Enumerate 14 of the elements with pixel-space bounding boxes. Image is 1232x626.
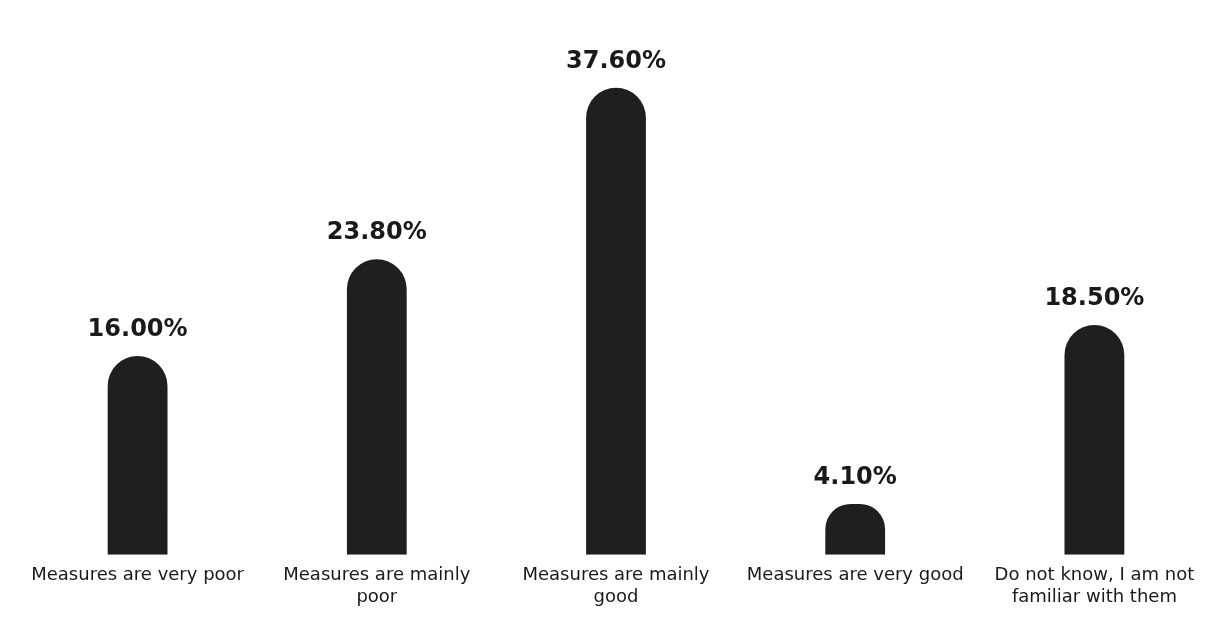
data-label: 18.50% — [1044, 283, 1145, 312]
data-label: 4.10% — [813, 462, 897, 491]
x-tick-label: Measures are mainly poor — [283, 563, 471, 606]
bar — [1064, 325, 1125, 555]
x-tick-label: Do not know, I am not familiar with them — [994, 563, 1195, 606]
bar — [107, 356, 168, 555]
x-tick-label: Measures are mainly good — [522, 563, 710, 606]
data-label: 37.60% — [566, 46, 666, 75]
data-label: 16.00% — [87, 314, 188, 343]
x-tick-label: Measures are very good — [746, 563, 964, 585]
bar — [586, 87, 646, 555]
x-tick-label: Measures are very poor — [31, 563, 245, 585]
data-label: 23.80% — [326, 217, 427, 246]
bar — [346, 259, 407, 555]
